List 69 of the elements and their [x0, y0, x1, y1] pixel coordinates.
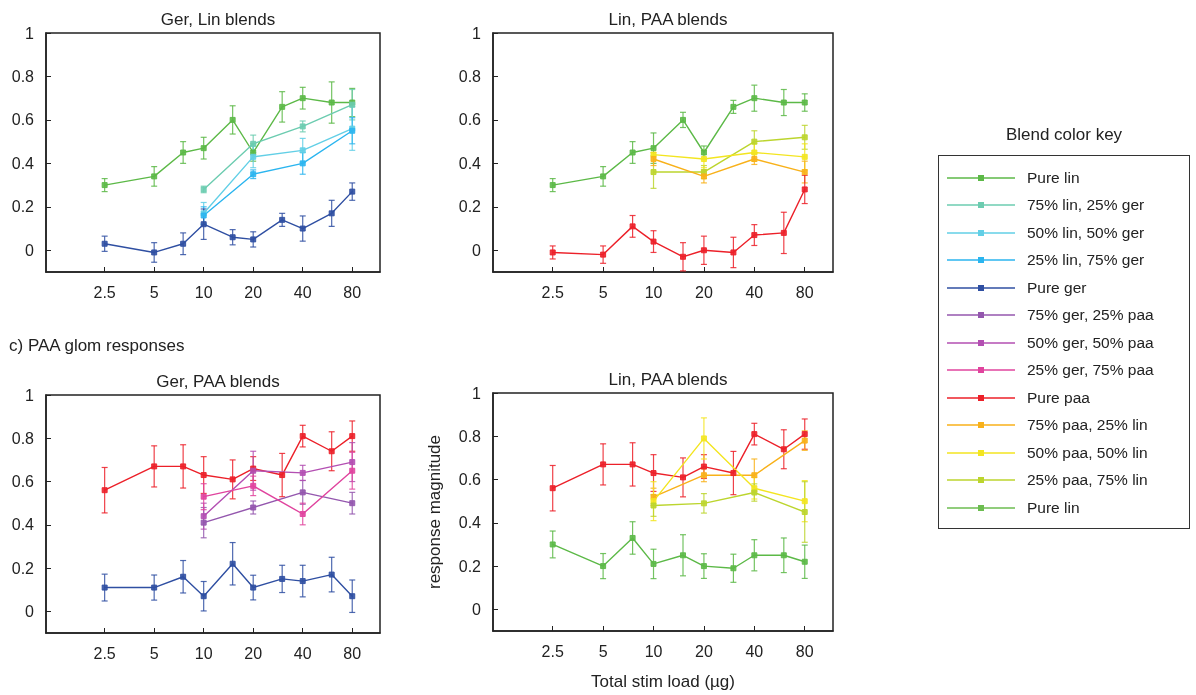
text: Blend color key: [1004, 125, 1124, 145]
category-label: Pure lin: [1027, 168, 1080, 187]
x-tick-label: 10: [194, 283, 213, 301]
x-tick-label: 5: [598, 642, 608, 660]
y-tick-label: 0.8: [458, 67, 482, 85]
y-tick-label: 0.2: [458, 557, 482, 575]
x-tick-label: 40: [745, 283, 764, 301]
x-tick-label: 20: [244, 283, 263, 301]
y-tick-label: 1: [25, 386, 35, 404]
x-tick-label: 20: [695, 642, 713, 660]
x-tick-label: 5: [149, 283, 159, 301]
x-tick-label: 10: [194, 644, 213, 662]
y-axis-title: response magnitude: [425, 434, 444, 590]
y-tick-label: 0.4: [11, 154, 35, 172]
y-tick-label: 0.4: [458, 154, 482, 172]
category-label: 50% ger, 50% paa: [1027, 333, 1154, 352]
y-tick-label: 0.2: [458, 198, 482, 216]
category-label: Pure ger: [1027, 278, 1087, 297]
x-tick-label: 40: [293, 644, 312, 662]
category-label: 75% lin, 25% ger: [1027, 196, 1145, 215]
x-tick-label: 80: [795, 283, 814, 301]
y-tick-label: 0: [25, 241, 35, 259]
chart-title: Lin, PAA blends: [608, 10, 728, 29]
x-tick-label: 80: [795, 642, 814, 660]
y-tick-label: 1: [25, 24, 35, 42]
y-tick-label: 1: [472, 24, 482, 42]
category-label: 50% paa, 50% lin: [1027, 443, 1148, 462]
chart-title: Lin, PAA blends: [608, 370, 728, 389]
category-label: 50% lin, 50% ger: [1027, 223, 1145, 242]
x-tick-label: 10: [644, 642, 663, 660]
x-tick-label: 2.5: [541, 283, 564, 301]
x-tick-label: 80: [343, 644, 362, 662]
category-label: 25% lin, 75% ger: [1027, 251, 1145, 270]
y-tick-label: 0.6: [458, 111, 482, 129]
category-label: 25% paa, 75% lin: [1027, 471, 1148, 490]
category-label: 75% paa, 25% lin: [1027, 416, 1148, 435]
chart-title: Ger, Lin blends: [160, 10, 276, 29]
x-tick-label: 80: [343, 283, 362, 301]
y-tick-label: 0.4: [11, 516, 35, 534]
x-tick-label: 5: [598, 283, 608, 301]
category-label: 25% ger, 75% paa: [1027, 361, 1154, 380]
y-tick-label: 0.2: [11, 198, 35, 216]
y-tick-label: 0.8: [458, 427, 482, 445]
y-tick-label: 0: [472, 241, 482, 259]
y-tick-label: 0.8: [11, 67, 35, 85]
y-tick-label: 0.6: [458, 471, 482, 489]
y-tick-label: 0.8: [11, 429, 35, 447]
x-tick-label: 2.5: [541, 642, 564, 660]
x-tick-label: 2.5: [93, 283, 116, 301]
x-tick-label: 20: [244, 644, 263, 662]
y-tick-label: 0: [25, 602, 35, 620]
text: c) PAA glom responses: [9, 336, 185, 355]
y-tick-label: 0.6: [11, 473, 35, 491]
category-label: 75% ger, 25% paa: [1027, 306, 1154, 325]
y-tick-label: 0.2: [11, 559, 35, 577]
y-tick-label: 0.6: [11, 111, 35, 129]
category-label: Pure paa: [1027, 388, 1090, 407]
x-tick-label: 40: [293, 283, 312, 301]
x-tick-label: 10: [644, 283, 663, 301]
x-tick-label: 40: [745, 642, 764, 660]
chart-title: Ger, PAA blends: [156, 372, 280, 391]
y-tick-label: 1: [472, 384, 482, 402]
x-tick-label: 2.5: [93, 644, 116, 662]
category-label: Pure lin: [1027, 498, 1080, 517]
x-tick-label: 20: [695, 283, 713, 301]
x-tick-label: 5: [149, 644, 159, 662]
y-tick-label: 0: [472, 600, 482, 618]
y-tick-label: 0.4: [458, 514, 482, 532]
x-axis-title: Total stim load (µg): [591, 672, 735, 691]
